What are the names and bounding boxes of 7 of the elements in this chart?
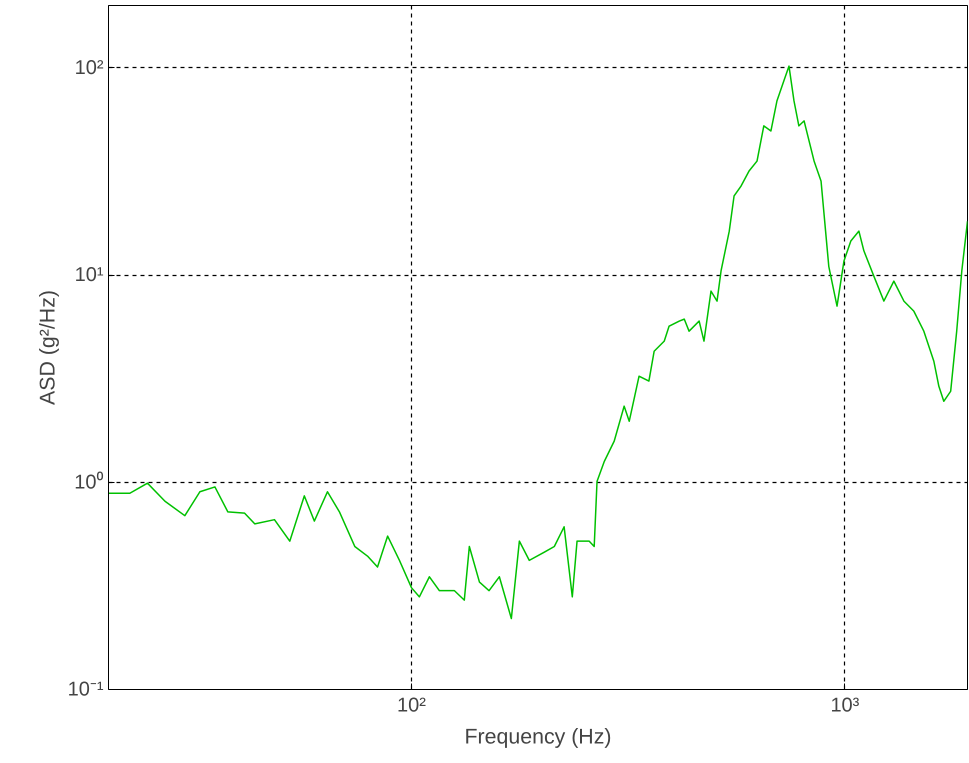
y-axis-title: ASD (g²/Hz) bbox=[36, 290, 60, 405]
y-tick-label: 10⁻¹ bbox=[68, 678, 104, 700]
x-axis-title: Frequency (Hz) bbox=[464, 724, 612, 748]
y-tick-label: 10² bbox=[74, 56, 104, 79]
y-tick-label: 10¹ bbox=[74, 264, 104, 286]
y-tick-label: 10⁰ bbox=[74, 470, 104, 494]
x-tick-label: 10³ bbox=[830, 694, 860, 716]
